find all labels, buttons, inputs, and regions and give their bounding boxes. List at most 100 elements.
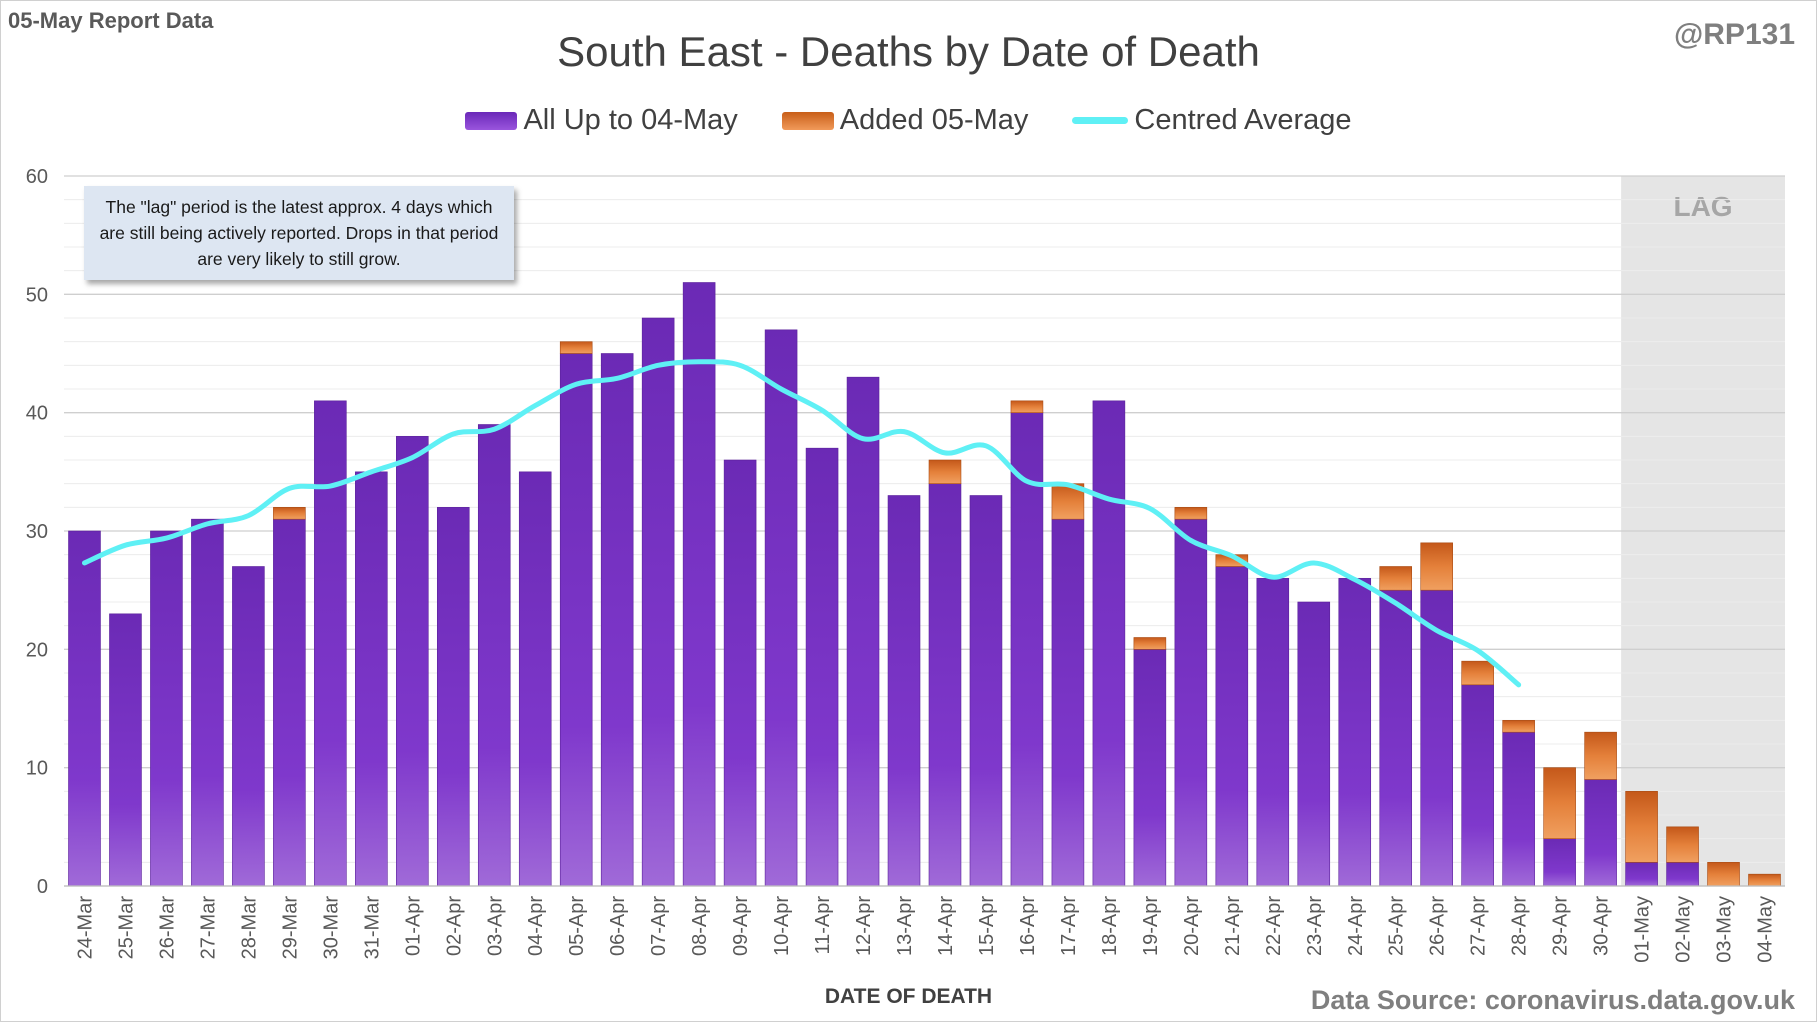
bar-all-up-to — [764, 329, 798, 887]
x-tick-label: 13-Apr — [894, 896, 916, 956]
bar-all-up-to — [314, 400, 347, 887]
legend-swatch-average — [1072, 117, 1129, 124]
x-tick-label: 29-Mar — [279, 896, 301, 960]
legend-label-all-up-to: All Up to 04-May — [523, 104, 738, 136]
x-tick-label: 31-Mar — [361, 896, 383, 960]
legend-item-all-up-to: All Up to 04-May — [465, 104, 738, 137]
x-tick-label: 06-Apr — [607, 896, 629, 956]
y-tick-label: 20 — [26, 639, 48, 661]
x-tick-label: 15-Apr — [976, 896, 998, 956]
x-tick-label: 30-Apr — [1591, 896, 1613, 956]
bar-all-up-to — [723, 459, 757, 887]
bar-all-up-to — [1584, 779, 1617, 887]
bar-all-up-to — [559, 353, 593, 887]
legend-swatch-added — [781, 111, 834, 130]
lag-note: The "lag" period is the latest approx. 4… — [84, 186, 514, 280]
bar-added — [1666, 826, 1699, 863]
bar-all-up-to — [1256, 578, 1290, 887]
x-tick-label: 27-Apr — [1468, 896, 1490, 956]
centred-average-line — [81, 359, 1522, 688]
bar-all-up-to — [109, 613, 142, 887]
bar-all-up-to — [232, 566, 265, 887]
x-tick-label: 24-Apr — [1345, 896, 1367, 956]
x-tick-label: 21-Apr — [1222, 896, 1244, 956]
legend-label-average: Centred Average — [1134, 104, 1352, 136]
bar-added — [1625, 791, 1658, 863]
y-tick-label: 40 — [26, 403, 48, 425]
bar-all-up-to — [805, 447, 839, 887]
bar-added — [1707, 862, 1740, 887]
bar-all-up-to — [1174, 518, 1208, 887]
bar-all-up-to — [1379, 589, 1413, 887]
x-tick-label: 11-Apr — [812, 896, 834, 955]
x-tick-label: 03-May — [1714, 896, 1736, 963]
y-tick-label: 60 — [26, 166, 48, 188]
x-tick-label: 08-Apr — [689, 896, 711, 956]
x-tick-label: 26-Apr — [1427, 896, 1449, 956]
x-tick-label: 25-Mar — [115, 896, 137, 960]
bar-all-up-to — [1338, 578, 1372, 887]
x-tick-label: 17-Apr — [1058, 896, 1080, 956]
bar-all-up-to — [191, 518, 224, 887]
x-tick-label: 30-Mar — [320, 896, 342, 960]
bar-all-up-to — [1215, 566, 1249, 887]
bar-all-up-to — [1133, 649, 1167, 887]
report-date-label: 05-May Report Data — [8, 8, 214, 33]
author-handle: @RP131 — [1674, 18, 1795, 51]
x-tick-label: 05-Apr — [566, 896, 588, 956]
x-tick-label: 01-May — [1632, 896, 1654, 963]
bar-added — [1584, 731, 1617, 780]
x-tick-label: 23-Apr — [1304, 896, 1326, 956]
x-tick-label: 19-Apr — [1140, 896, 1162, 956]
bar-added — [1502, 720, 1535, 733]
data-source-label: Data Source: coronavirus.data.gov.uk — [1310, 985, 1795, 1015]
bar-all-up-to — [641, 317, 675, 887]
bar-all-up-to — [68, 530, 101, 887]
bar-all-up-to — [1051, 518, 1085, 887]
x-tick-label: 24-Mar — [74, 896, 96, 960]
bar-all-up-to — [477, 424, 511, 887]
legend: All Up to 04-May Added 05-May Centred Av… — [0, 104, 1817, 137]
bar-added — [559, 341, 593, 354]
x-tick-label: 10-Apr — [771, 896, 793, 956]
bar-added — [928, 459, 962, 484]
x-tick-label: 29-Apr — [1550, 896, 1572, 956]
bar-all-up-to — [1543, 838, 1576, 887]
x-tick-label: 22-Apr — [1263, 896, 1285, 956]
bar-all-up-to — [396, 436, 429, 887]
x-tick-label: 27-Mar — [197, 896, 219, 960]
x-tick-label: 14-Apr — [935, 896, 957, 956]
bar-added — [1010, 400, 1044, 413]
bar-all-up-to — [273, 518, 306, 887]
x-tick-label: 25-Apr — [1386, 896, 1408, 956]
bar-all-up-to — [436, 507, 470, 887]
bar-all-up-to — [969, 495, 1003, 887]
bar-all-up-to — [355, 471, 388, 887]
bar-added — [1748, 873, 1781, 887]
legend-item-added: Added 05-May — [781, 104, 1029, 137]
x-axis-title: DATE OF DEATH — [824, 985, 993, 1008]
x-tick-label: 26-Mar — [156, 896, 178, 960]
bar-added — [1174, 507, 1208, 520]
bar-all-up-to — [928, 483, 962, 887]
bar-all-up-to — [1297, 601, 1331, 887]
y-tick-label: 50 — [26, 284, 48, 306]
x-tick-label: 09-Apr — [730, 896, 752, 956]
bar-all-up-to — [1010, 412, 1044, 887]
x-tick-label: 02-Apr — [443, 896, 465, 956]
bar-all-up-to — [846, 376, 880, 887]
x-tick-label: 28-Apr — [1509, 896, 1531, 956]
bar-added — [1133, 637, 1167, 650]
bar-added — [1543, 767, 1576, 839]
x-tick-label: 20-Apr — [1181, 896, 1203, 956]
bar-added — [1379, 566, 1413, 591]
bar-added — [273, 507, 306, 520]
bar-added — [1420, 542, 1453, 591]
x-tick-label: 28-Mar — [238, 896, 260, 960]
bar-all-up-to — [1502, 731, 1535, 887]
x-tick-label: 04-May — [1755, 896, 1777, 963]
y-tick-label: 10 — [26, 758, 48, 780]
x-tick-label: 07-Apr — [648, 896, 670, 956]
x-tick-label: 01-Apr — [402, 896, 424, 956]
legend-label-added: Added 05-May — [839, 104, 1029, 136]
